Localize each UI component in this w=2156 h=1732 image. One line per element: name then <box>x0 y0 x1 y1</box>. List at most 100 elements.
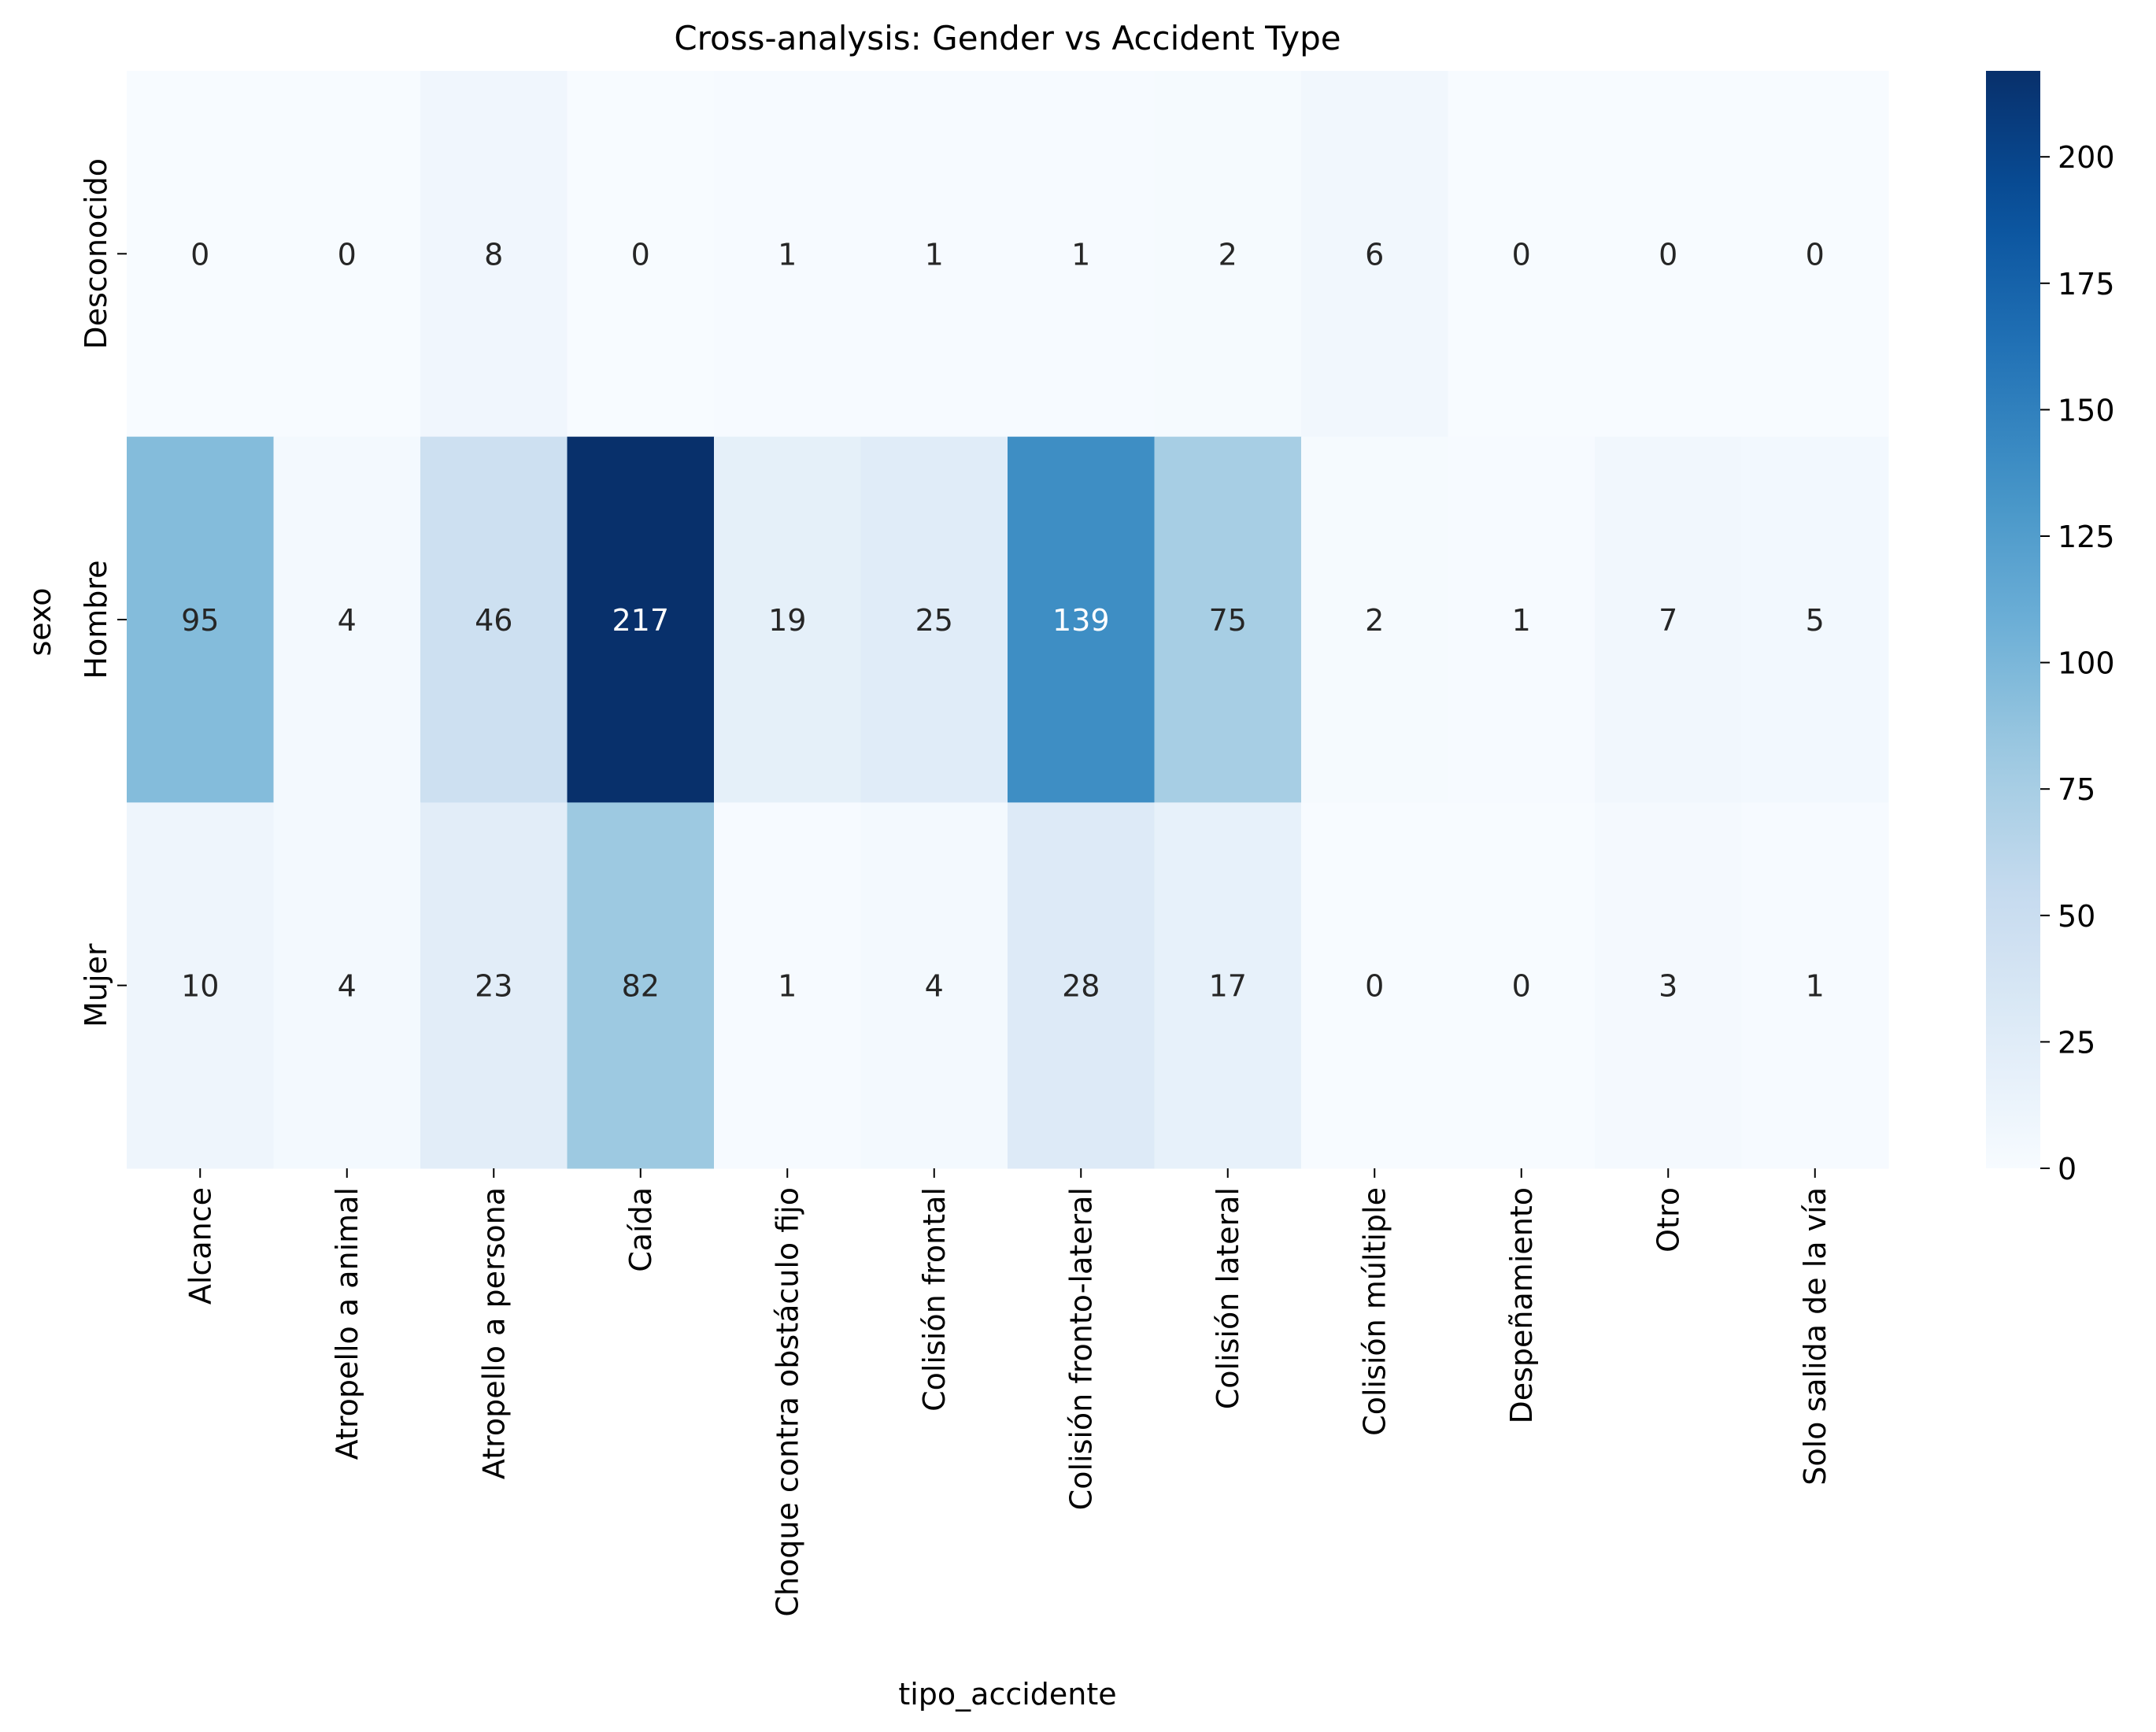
cell-value-label: 0 <box>1365 969 1384 1004</box>
cell-value-label: 7 <box>1659 603 1677 638</box>
y-tick-label-desconocido: Desconocido <box>79 158 113 350</box>
x-tick-label-colision-multiple: Colisión múltiple <box>1357 1187 1392 1436</box>
cell-value-label: 0 <box>1512 969 1531 1004</box>
heatmap-cell-mujer-colision-multiple <box>1301 802 1448 1169</box>
cell-value-label: 1 <box>925 237 944 272</box>
cell-value-label: 17 <box>1209 969 1247 1004</box>
cell-value-label: 10 <box>181 969 219 1004</box>
cell-value-label: 2 <box>1365 603 1384 638</box>
x-tick-label-colision-fronto-lateral: Colisión fronto-lateral <box>1063 1187 1098 1510</box>
heatmap-cell-mujer-colision-fronto-lateral <box>1008 802 1155 1169</box>
cell-value-label: 1 <box>1512 603 1531 638</box>
heatmap-cell-mujer-colision-lateral <box>1154 802 1302 1169</box>
colorbar-tick-label: 200 <box>2058 140 2115 175</box>
heatmap-cell-desconocido-caida <box>567 71 715 438</box>
heatmap-cell-hombre-colision-fronto-lateral <box>1008 436 1155 803</box>
heatmap-cell-desconocido-alcance <box>127 71 274 438</box>
chart-title: Cross-analysis: Gender vs Accident Type <box>674 19 1341 57</box>
colorbar-gradient <box>1986 71 2040 1168</box>
cell-value-label: 4 <box>338 969 357 1004</box>
cell-value-label: 6 <box>1365 237 1384 272</box>
cell-value-label: 2 <box>1219 237 1237 272</box>
cell-value-label: 1 <box>778 237 797 272</box>
cell-value-label: 0 <box>338 237 357 272</box>
colorbar-tick-label: 100 <box>2058 646 2115 681</box>
heatmap-cell-hombre-atropello-a-animal <box>273 436 421 803</box>
cell-value-label: 4 <box>338 603 357 638</box>
heatmap-cell-desconocido-otro <box>1595 71 1742 438</box>
heatmap-cell-mujer-colision-frontal <box>860 802 1008 1169</box>
heatmap-cell-mujer-despenamiento <box>1448 802 1596 1169</box>
heatmap-cell-desconocido-choque-contra-obstaculo-fijo <box>714 71 861 438</box>
y-tick-label-mujer: Mujer <box>79 943 113 1027</box>
heatmap-cell-desconocido-atropello-a-animal <box>273 71 421 438</box>
heatmap-cell-desconocido-colision-frontal <box>860 71 1008 438</box>
heatmap-cell-mujer-caida <box>567 802 715 1169</box>
colorbar-tick-label: 75 <box>2058 772 2095 807</box>
colorbar-tick-label: 25 <box>2058 1025 2095 1060</box>
heatmap-cell-hombre-alcance <box>127 436 274 803</box>
heatmap-cell-desconocido-colision-multiple <box>1301 71 1448 438</box>
x-tick-label-colision-frontal: Colisión frontal <box>917 1187 952 1412</box>
x-tick-label-atropello-a-animal: Atropello a animal <box>330 1187 364 1460</box>
heatmap-cell-mujer-solo-salida-de-la-via <box>1741 802 1889 1169</box>
cell-value-label: 75 <box>1209 603 1247 638</box>
heatmap-cell-desconocido-colision-fronto-lateral <box>1008 71 1155 438</box>
colorbar-tick-label: 0 <box>2058 1152 2076 1186</box>
colorbar-tick-label: 175 <box>2058 267 2115 302</box>
cell-value-label: 0 <box>190 237 209 272</box>
x-tick-label-solo-salida-de-la-via: Solo salida de la vía <box>1798 1187 1832 1486</box>
cell-value-label: 25 <box>915 603 953 638</box>
heatmap-cell-hombre-colision-multiple <box>1301 436 1448 803</box>
cell-value-label: 82 <box>622 969 660 1004</box>
cell-value-label: 0 <box>1659 237 1677 272</box>
heatmap-cell-hombre-caida <box>567 436 715 803</box>
colorbar-tick-label: 150 <box>2058 393 2115 427</box>
heatmap-cell-desconocido-colision-lateral <box>1154 71 1302 438</box>
heatmap-cell-hombre-colision-lateral <box>1154 436 1302 803</box>
cell-value-label: 1 <box>1806 969 1825 1004</box>
heatmap-cell-hombre-solo-salida-de-la-via <box>1741 436 1889 803</box>
heatmap-cell-desconocido-despenamiento <box>1448 71 1596 438</box>
heatmap-cell-mujer-atropello-a-persona <box>420 802 568 1169</box>
heatmap-cell-hombre-otro <box>1595 436 1742 803</box>
cell-value-label: 1 <box>778 969 797 1004</box>
cell-value-label: 3 <box>1659 969 1677 1004</box>
cell-value-label: 23 <box>475 969 512 1004</box>
cell-value-label: 4 <box>925 969 944 1004</box>
cell-value-label: 0 <box>631 237 650 272</box>
heatmap-cell-mujer-otro <box>1595 802 1742 1169</box>
heatmap-cell-hombre-despenamiento <box>1448 436 1596 803</box>
colorbar-tick-label: 125 <box>2058 520 2115 554</box>
x-tick-label-choque-contra-obstaculo-fijo: Choque contra obstáculo fijo <box>770 1187 804 1617</box>
cell-value-label: 46 <box>475 603 512 638</box>
x-tick-label-despenamiento: Despeñamiento <box>1504 1187 1539 1424</box>
cell-value-label: 0 <box>1512 237 1531 272</box>
y-axis-label: sexo <box>23 587 57 656</box>
x-tick-label-caida: Caída <box>623 1187 658 1272</box>
heatmap-cell-hombre-atropello-a-persona <box>420 436 568 803</box>
x-axis-label: tipo_accidente <box>898 1677 1116 1712</box>
cell-value-label: 0 <box>1806 237 1825 272</box>
y-tick-label-hombre: Hombre <box>79 560 113 679</box>
heatmap-cell-desconocido-atropello-a-persona <box>420 71 568 438</box>
y-axis: Desconocido Hombre Mujer <box>79 158 127 1027</box>
heatmap-cell-hombre-colision-frontal <box>860 436 1008 803</box>
cell-value-label: 139 <box>1052 603 1110 638</box>
cell-value-label: 217 <box>612 603 669 638</box>
x-tick-label-colision-lateral: Colisión lateral <box>1211 1187 1245 1409</box>
heatmap-cell-mujer-atropello-a-animal <box>273 802 421 1169</box>
heatmap-cell-mujer-choque-contra-obstaculo-fijo <box>714 802 861 1169</box>
colorbar-tick-label: 50 <box>2058 899 2095 934</box>
cell-value-label: 1 <box>1071 237 1090 272</box>
x-axis: Alcance Atropello a animal Atropello a per… <box>183 1168 1832 1617</box>
cell-value-label: 5 <box>1806 603 1825 638</box>
heatmap-cells: 0 0 8 0 1 1 1 2 6 0 0 095 4 46 217 19 25 139 75 2 1 7 510 4 23 82… <box>127 71 1889 1169</box>
cell-value-label: 28 <box>1062 969 1100 1004</box>
heatmap-cell-hombre-choque-contra-obstaculo-fijo <box>714 436 861 803</box>
cell-value-label: 95 <box>181 603 219 638</box>
x-tick-label-otro: Otro <box>1651 1187 1685 1253</box>
cell-value-label: 8 <box>484 237 503 272</box>
